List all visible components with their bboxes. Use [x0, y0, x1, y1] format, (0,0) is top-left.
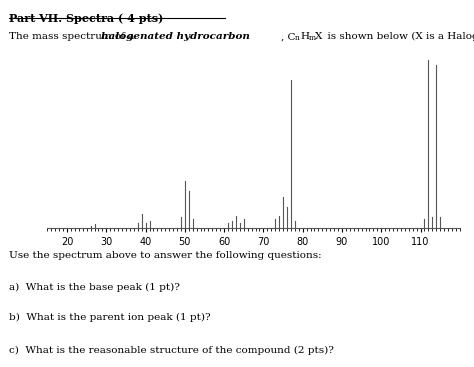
Text: Part VII. Spectra ( 4 pts): Part VII. Spectra ( 4 pts)	[9, 13, 164, 24]
Text: n: n	[295, 34, 300, 42]
Text: m: m	[309, 34, 316, 42]
Text: halogenated hydrocarbon: halogenated hydrocarbon	[101, 32, 250, 41]
Text: , C: , C	[281, 32, 295, 41]
Text: H: H	[301, 32, 310, 41]
Text: a)  What is the base peak (1 pt)?: a) What is the base peak (1 pt)?	[9, 283, 180, 292]
Text: c)  What is the reasonable structure of the compound (2 pts)?: c) What is the reasonable structure of t…	[9, 346, 334, 355]
Text: is shown below (X is a Halogen);: is shown below (X is a Halogen);	[321, 32, 474, 41]
Text: b)  What is the parent ion peak (1 pt)?: b) What is the parent ion peak (1 pt)?	[9, 313, 211, 322]
Text: Use the spectrum above to answer the following questions:: Use the spectrum above to answer the fol…	[9, 251, 322, 261]
Text: X: X	[315, 32, 323, 41]
Text: The mass spectrum of a: The mass spectrum of a	[9, 32, 138, 41]
